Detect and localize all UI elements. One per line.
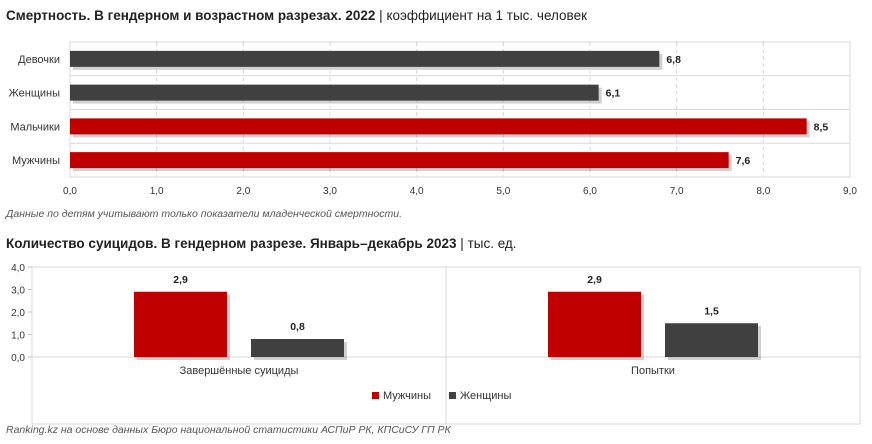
- data-label: 0,8: [290, 321, 305, 333]
- x-tick-label: 6,0: [583, 186, 597, 197]
- chart2-title: Количество суицидов. В гендерном разрезе…: [6, 236, 517, 251]
- category-label: Мужчины: [12, 155, 60, 167]
- x-tick-label: 7,0: [670, 186, 684, 197]
- category-label: Завершённые суициды: [180, 365, 299, 377]
- x-tick-label: 4,0: [410, 186, 424, 197]
- x-tick-label: 8,0: [756, 186, 770, 197]
- legend-label: Женщины: [460, 390, 511, 402]
- bar: [251, 339, 344, 357]
- source-note: Ranking.kz на основе данных Бюро национа…: [6, 424, 451, 436]
- bar: [70, 50, 660, 67]
- data-label: 1,5: [704, 305, 719, 317]
- suicide-bar-chart: 0,0 1,0 2,0 3,0 4,0 2,9 0,8 Завершённые суициды…: [11, 263, 861, 425]
- x-tick-label: 2,0: [236, 186, 250, 197]
- category-label: Мальчики: [10, 121, 60, 133]
- data-label: 7,6: [736, 155, 751, 167]
- bar: [665, 323, 758, 357]
- data-label: 8,5: [814, 121, 829, 133]
- chart1-subtitle: коэффициент на 1 тыс. человек: [386, 8, 587, 23]
- x-tick-label: 5,0: [496, 186, 510, 197]
- category-label: Женщины: [9, 88, 60, 100]
- y-tick-label: 2,0: [11, 308, 25, 319]
- x-tick-label: 0,0: [63, 186, 77, 197]
- bar: [548, 291, 641, 357]
- bar: [70, 84, 599, 101]
- chart2-subtitle: тыс. ед.: [467, 236, 517, 251]
- data-label: 6,8: [666, 54, 681, 66]
- x-tick-label: 3,0: [323, 186, 337, 197]
- chart1-title-separator: |: [379, 8, 383, 23]
- bar: [134, 291, 227, 357]
- y-tick-label: 1,0: [11, 331, 25, 342]
- bar: [70, 118, 807, 135]
- y-tick-label: 4,0: [11, 263, 25, 274]
- x-tick-label: 1,0: [150, 186, 164, 197]
- x-tick-label: 9,0: [843, 186, 857, 197]
- bar: [70, 152, 729, 169]
- legend-swatch: [449, 392, 457, 399]
- chart2-title-main: Количество суицидов. В гендерном разрезе…: [6, 236, 457, 251]
- category-label: Девочки: [18, 54, 60, 66]
- chart1-footnote: Данные по детям учитывают только показат…: [6, 208, 403, 220]
- chart1-title-main: Смертность. В гендерном и возрастном раз…: [6, 8, 376, 23]
- legend-swatch: [372, 392, 379, 399]
- legend-label: Мужчины: [383, 390, 431, 402]
- y-tick-label: 0,0: [11, 353, 25, 364]
- data-label: 2,9: [173, 274, 188, 286]
- category-label: Попытки: [631, 365, 675, 377]
- chart2-title-separator: |: [460, 236, 464, 251]
- y-tick-label: 3,0: [11, 286, 25, 297]
- chart1-title: Смертность. В гендерном и возрастном раз…: [6, 8, 587, 23]
- data-label: 6,1: [606, 88, 621, 100]
- mortality-bar-chart: 0,0 1,0 2,0 3,0 4,0 5,0 6,0 7,0 8,0 9,0 Девочки 6,8…: [9, 41, 857, 197]
- data-label: 2,9: [587, 274, 602, 286]
